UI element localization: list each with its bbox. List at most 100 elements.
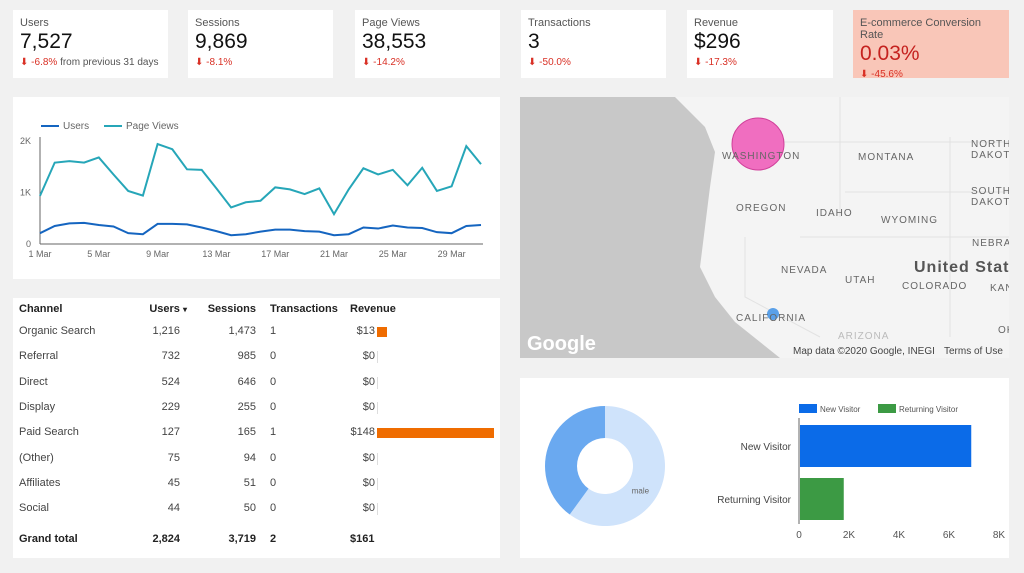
cell-sessions: 50 — [243, 502, 256, 515]
total-users: 2,824 — [152, 533, 180, 545]
cell-users: 127 — [161, 426, 180, 439]
scorecard-page-views[interactable]: Page Views 38,553 ⬇ -14.2% — [355, 10, 500, 78]
x-tick-label: 13 Mar — [202, 249, 230, 259]
google-logo: Google — [527, 333, 596, 355]
cell-transactions: 1 — [270, 426, 277, 439]
bar-returning-visitor[interactable] — [800, 478, 844, 520]
series-line-page-views[interactable] — [39, 142, 482, 217]
series-line-users[interactable] — [39, 221, 482, 237]
x-tick-label: 21 Mar — [320, 249, 348, 259]
cell-channel: Organic Search — [19, 325, 96, 337]
table-row[interactable]: (Other) 75 94 0 $0 — [13, 452, 500, 472]
terms-of-use-link[interactable]: Terms of Use — [944, 346, 1003, 357]
scorecard-label: Sessions — [195, 17, 240, 29]
time-series-chart[interactable]: Users Page Views 0 1K 2K 1 Mar 5 Mar 9 Mar 13 … — [13, 97, 500, 279]
map-label-oregon: OREGON — [736, 203, 787, 214]
y-tick-label: 1K — [20, 188, 31, 198]
map-ocean — [520, 97, 1009, 358]
x-tick-label: 2K — [843, 530, 856, 541]
donut-slice[interactable] — [569, 406, 665, 526]
map-label-washington: WASHINGTON — [722, 151, 801, 162]
arrow-down-icon: ⬇ — [195, 57, 204, 68]
cell-users: 75 — [167, 451, 180, 464]
scorecard-conversion-rate[interactable]: E-commerce Conversion Rate 0.03% ⬇ -45.6… — [853, 10, 1009, 80]
header-channel[interactable]: Channel — [19, 303, 63, 315]
scorecard-transactions[interactable]: Transactions 3 ⬇ -50.0% — [521, 10, 666, 78]
category-label: New Visitor — [741, 442, 792, 453]
scorecard-users[interactable]: Users 7,527 ⬇ -6.8% from previous 31 day… — [13, 10, 168, 78]
cell-transactions: 0 — [270, 375, 277, 388]
cell-revenue: $0 — [362, 502, 375, 515]
scorecard-label: Transactions — [528, 17, 591, 29]
scorecard-label: Revenue — [694, 17, 739, 29]
donut-slice[interactable] — [545, 406, 605, 515]
channel-table[interactable]: Channel Users ▾ Sessions Transactions Re… — [13, 298, 500, 558]
visitor-charts-panel: male New Visitor Returning Visitor New Vis… — [520, 378, 1009, 558]
table-row[interactable]: Affiliates 45 51 0 $0 — [13, 477, 500, 497]
arrow-down-icon: ⬇ — [362, 57, 371, 68]
revenue-bar — [377, 376, 378, 389]
legend-label: Returning Visitor — [899, 405, 958, 414]
revenue-bar — [377, 327, 388, 337]
cell-transactions: 0 — [270, 400, 277, 413]
x-tick-label: 25 Mar — [379, 249, 407, 259]
scorecard-delta: -6.8% — [31, 57, 58, 68]
cell-sessions: 51 — [243, 476, 256, 489]
map-label-wyoming: WYOMING — [881, 215, 938, 226]
map-label-nebraska: NEBRASKA — [972, 238, 1009, 249]
table-row[interactable]: Direct 524 646 0 $0 — [13, 376, 500, 396]
cell-users: 229 — [161, 400, 180, 413]
table-row[interactable]: Display 229 255 0 $0 — [13, 401, 500, 421]
cell-channel: Direct — [19, 375, 48, 388]
map-attribution: Map data ©2020 Google, INEGI — [793, 346, 935, 357]
scorecard-sessions[interactable]: Sessions 9,869 ⬇ -8.1% — [188, 10, 333, 78]
map-bubble-washington[interactable] — [731, 117, 785, 171]
total-revenue: $161 — [350, 533, 375, 545]
legend-pageviews-label: Page Views — [126, 121, 179, 132]
header-sessions[interactable]: Sessions — [207, 303, 256, 315]
scorecard-revenue[interactable]: Revenue $296 ⬇ -17.3% — [687, 10, 833, 78]
scorecard-value: 9,869 — [195, 30, 248, 53]
table-row[interactable]: Social 44 50 0 $0 — [13, 502, 500, 522]
cell-users: 1,216 — [152, 325, 180, 337]
table-row[interactable]: Paid Search 127 165 1 $148 — [13, 426, 500, 446]
map-label-north-dakota: NORTH DAKOTA — [971, 139, 1009, 161]
sort-desc-icon: ▾ — [182, 305, 187, 314]
cell-users: 732 — [161, 350, 180, 363]
cell-channel: Display — [19, 400, 56, 413]
cell-transactions: 0 — [270, 502, 277, 515]
cell-revenue: $0 — [362, 476, 375, 489]
header-revenue[interactable]: Revenue — [350, 303, 396, 315]
total-transactions: 2 — [270, 533, 277, 545]
table-row[interactable]: Referral 732 985 0 $0 — [13, 350, 500, 370]
map-label-colorado: COLORADO — [902, 281, 968, 292]
cell-channel: Referral — [19, 350, 59, 363]
x-tick-label: 1 Mar — [28, 249, 51, 259]
cell-channel: (Other) — [19, 451, 54, 464]
table-row[interactable]: Organic Search 1,216 1,473 1 $13 — [13, 325, 500, 345]
cell-channel: Social — [19, 502, 49, 515]
bar-new-visitor[interactable] — [800, 425, 972, 467]
header-users-label: Users — [149, 303, 180, 315]
scorecard-label: Page Views — [362, 17, 420, 29]
cell-transactions: 0 — [270, 350, 277, 363]
map-bubble-california[interactable] — [767, 308, 779, 320]
cell-users: 524 — [161, 375, 180, 388]
header-users[interactable]: Users ▾ — [149, 303, 187, 315]
x-tick-label: 9 Mar — [146, 249, 169, 259]
cell-revenue: $0 — [362, 400, 375, 413]
revenue-bar — [377, 428, 494, 439]
x-tick-label: 0 — [796, 530, 802, 541]
legend-swatch — [799, 404, 817, 413]
map-label-united-states: United States — [914, 259, 1009, 276]
table-header: Channel Users ▾ Sessions Transactions Re… — [13, 303, 500, 323]
geo-map[interactable]: WASHINGTON MONTANA NORTH DAKOTA SOUTH DA… — [520, 97, 1009, 358]
cell-sessions: 1,473 — [228, 325, 256, 337]
header-transactions[interactable]: Transactions — [270, 303, 338, 315]
arrow-down-icon: ⬇ — [528, 57, 537, 68]
cell-revenue: $13 — [356, 325, 375, 337]
revenue-bar — [377, 503, 378, 516]
cell-sessions: 165 — [237, 426, 256, 439]
scorecard-delta: -14.2% — [373, 57, 405, 68]
line-chart-svg: Users Page Views 0 1K 2K 1 Mar 5 Mar 9 Mar 13 … — [20, 121, 483, 259]
